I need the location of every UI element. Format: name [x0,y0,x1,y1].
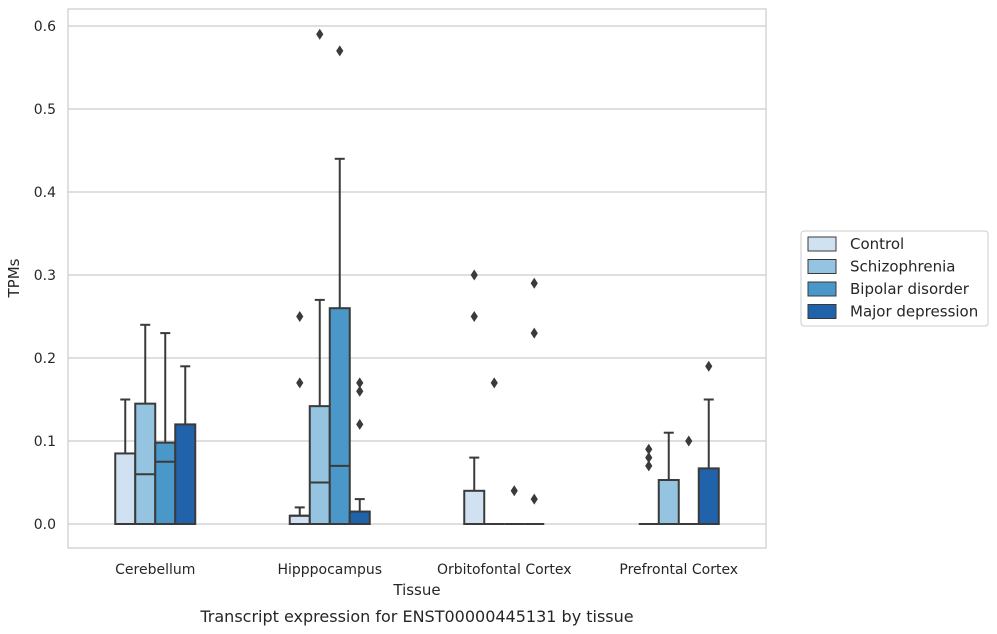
box [308,405,331,526]
y-axis-ticks: 0.0 0.1 0.2 0.3 0.4 0.5 0.6 [34,19,56,533]
y-tick-label: 0.2 [34,351,56,367]
legend: Control Schizophrenia Bipolar disorder Majo… [800,230,989,327]
chart-caption: Transcript expression for ENST0000044513… [199,607,633,626]
outlier-point [530,277,538,289]
outlier-point [685,435,693,447]
x-tick-label: Orbitofontal Cortex [437,562,572,578]
outlier-point [470,269,478,281]
series-group [154,45,699,526]
box [657,479,680,526]
x-tick-label: Cerebellum [115,562,195,578]
box [288,514,311,526]
outlier-point [530,493,538,505]
outlier-point [296,311,304,322]
outlier-point [645,460,653,472]
outlier-point [356,418,364,430]
box [154,441,177,525]
box [697,467,720,526]
y-tick-label: 0.5 [34,102,56,118]
outlier-point [470,311,478,322]
plot-frame [67,8,767,549]
outlier-point [336,45,344,57]
legend-frame [800,230,989,327]
legend-swatch [807,281,837,297]
box [174,423,197,525]
outlier-point [356,377,364,389]
x-tick-label: Prefrontal Cortex [619,562,738,578]
x-tick-label: Hipppocampus [277,562,382,578]
box [114,452,137,526]
legend-label: Major depression [850,303,978,321]
y-tick-label: 0.3 [34,268,56,284]
box [328,307,351,526]
y-tick-label: 0.6 [34,19,56,35]
legend-swatch [807,259,837,274]
outlier-point [490,377,498,389]
y-tick-label: 0.0 [34,517,56,533]
y-axis-title: TPMs [5,258,23,298]
box [134,402,157,525]
series-group [174,277,720,526]
series-group [114,269,659,526]
outlier-point [645,452,653,464]
y-tick-label: 0.4 [34,185,56,201]
outlier-point [530,327,538,339]
outlier-point [316,28,324,40]
x-axis-title: Tissue [392,581,440,599]
legend-label: Control [850,235,904,253]
y-tick-label: 0.1 [34,434,56,450]
series-group [134,28,680,526]
legend-swatch [807,236,837,252]
box [348,510,371,525]
x-axis-ticks: Cerebellum Hipppocampus Orbitofontal Corte… [115,562,738,578]
outlier-point [296,377,304,389]
outlier-point [645,443,653,455]
outlier-point [510,485,518,497]
legend-label: Schizophrenia [850,258,955,276]
box [463,489,486,525]
legend-swatch [807,304,837,319]
plot-area [114,28,720,526]
outlier-point [705,360,713,372]
legend-label: Bipolar disorder [850,280,970,298]
outlier-point [356,385,364,397]
